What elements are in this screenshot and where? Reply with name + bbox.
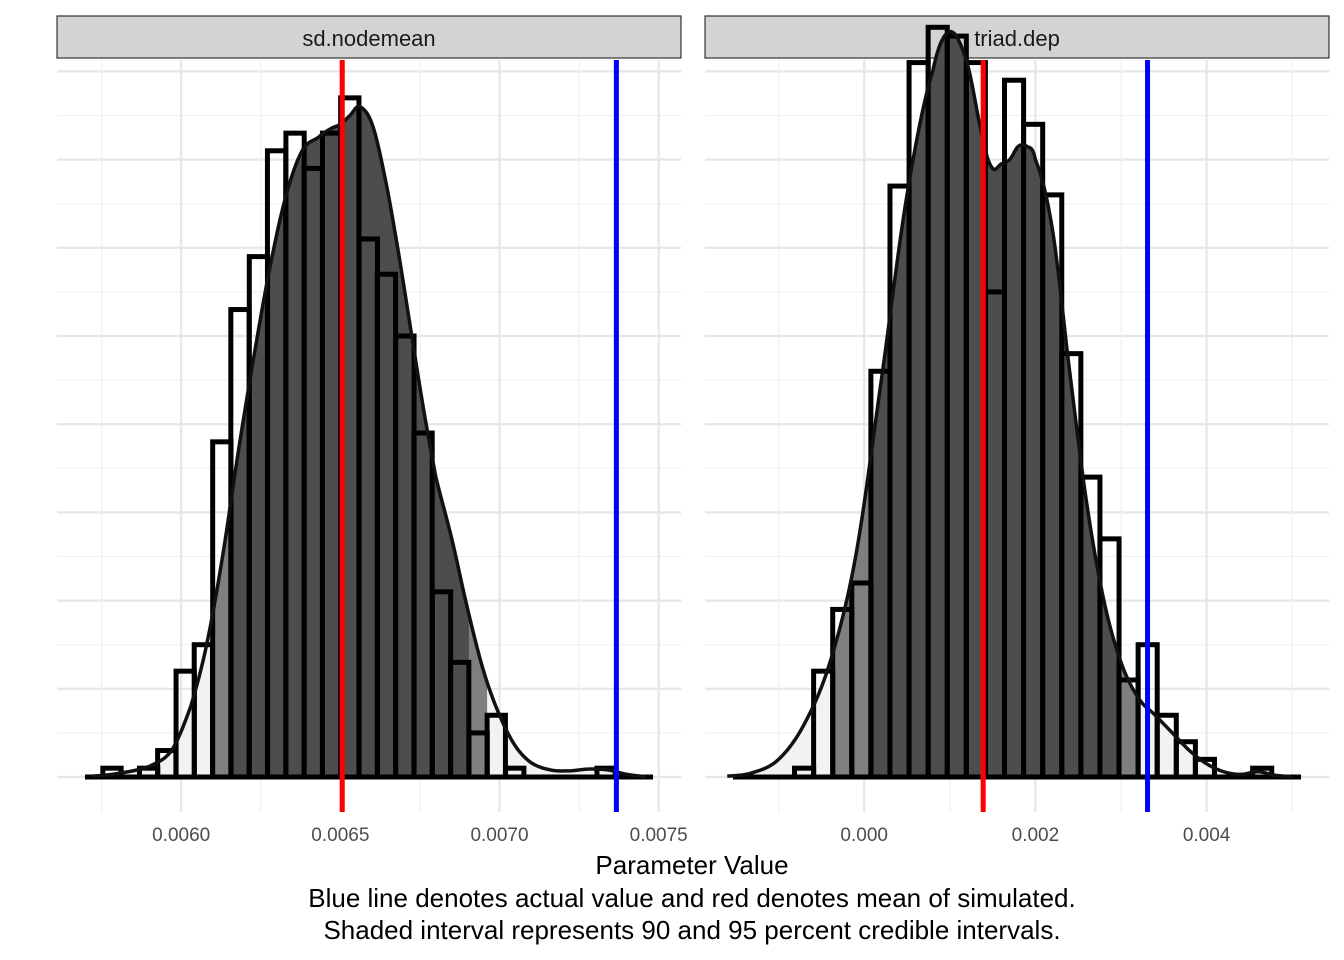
x-tick-label: 0.002 (1012, 825, 1060, 846)
density-interval-95-left (212, 501, 231, 777)
x-tick-label: 0.0070 (470, 825, 528, 846)
caption-line-2: Shaded interval represents 90 and 95 per… (323, 915, 1060, 945)
facet-strip-label: sd.nodemean (302, 26, 435, 51)
density-curve (91, 104, 647, 779)
density-interval-90 (870, 31, 1120, 778)
facet-panel-sd-nodemean: sd.nodemean 0.0060 0.0065 0.0070 0.0075 (56, 15, 688, 846)
density-interval-95-right (1119, 656, 1139, 777)
density-tail-left (92, 613, 213, 777)
x-tick-label: 0.0060 (152, 825, 210, 846)
density-interval-90 (230, 106, 469, 778)
density-tail-left (727, 653, 833, 777)
density-interval-95-right (468, 614, 488, 777)
x-tick-label: 0.0065 (311, 825, 369, 846)
caption-line-1: Blue line denotes actual value and red d… (308, 883, 1076, 913)
x-tick-label: 0.000 (840, 825, 888, 846)
x-tick-label: 0.0075 (630, 825, 688, 846)
facet-strip (704, 15, 1330, 59)
facet-strip-label: triad.dep (974, 26, 1060, 51)
density-curve (727, 29, 1293, 779)
facet-strip (56, 15, 682, 59)
facet-panel-triad-dep: triad.dep 0.000 0.002 0.004 (704, 15, 1330, 846)
x-tick-label: 0.004 (1183, 825, 1231, 846)
x-axis-label: Parameter Value (595, 850, 788, 880)
density-tail-right (487, 682, 646, 777)
